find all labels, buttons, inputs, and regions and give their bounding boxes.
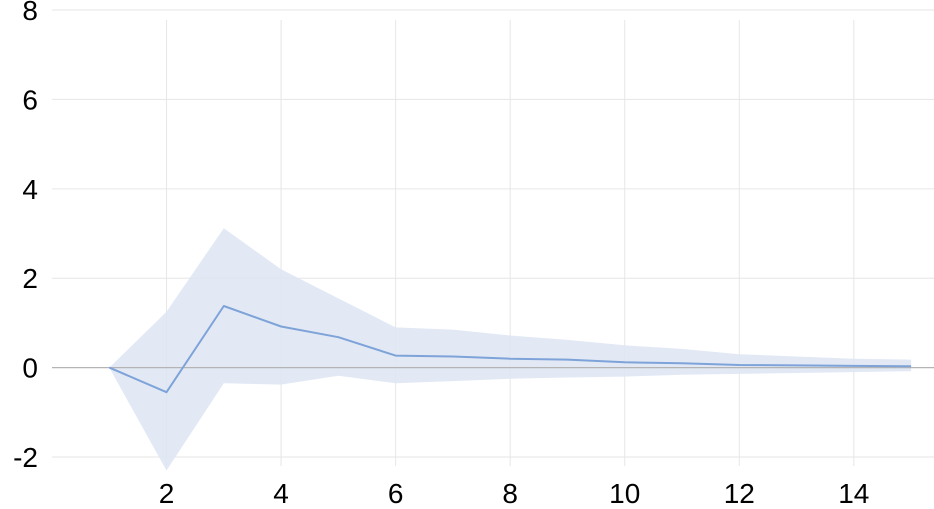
- confidence-band-group: [109, 228, 912, 471]
- series-line-group: [108, 305, 912, 394]
- x-tick-label: 2: [159, 478, 175, 509]
- series-line: [108, 305, 912, 394]
- y-tick-labels: -2 0 2 4 6 8: [13, 0, 38, 473]
- y-tick-label: 0: [22, 353, 38, 384]
- x-tick-label: 8: [502, 478, 518, 509]
- y-tick-label: 6: [22, 84, 38, 115]
- y-tick-label: -2: [13, 442, 38, 473]
- x-tick-label: 14: [838, 478, 869, 509]
- x-tick-label: 6: [388, 478, 404, 509]
- x-tick-label: 4: [273, 478, 289, 509]
- x-tick-label: 10: [609, 478, 640, 509]
- x-tick-labels: 2 4 6 8 10 12 14: [159, 478, 870, 509]
- y-tick-label: 2: [22, 263, 38, 294]
- x-tick-label: 12: [724, 478, 755, 509]
- confidence-band: [109, 228, 912, 471]
- y-tick-label: 4: [22, 174, 38, 205]
- y-tick-label: 8: [22, 0, 38, 26]
